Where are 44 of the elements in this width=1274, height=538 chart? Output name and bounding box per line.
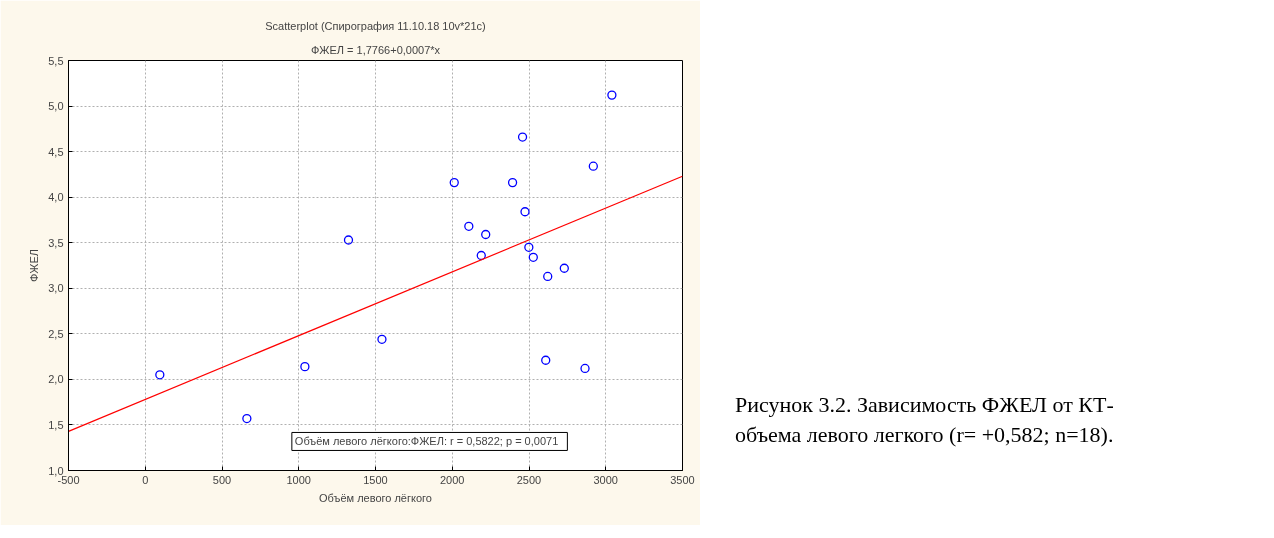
y-tick-label: 3,5 — [48, 236, 64, 249]
y-tick-label: 2,5 — [48, 327, 64, 340]
x-tick-label: 0 — [142, 473, 149, 486]
y-tick-label: 4,5 — [48, 145, 64, 158]
point — [607, 90, 617, 100]
y-axis-title: ФЖЕЛ — [28, 248, 41, 283]
y-tick-label: 4,0 — [48, 191, 64, 204]
x-tick-label: 500 — [212, 473, 232, 486]
point — [242, 413, 252, 424]
chart-subtitle: ФЖЕЛ = 1,7766+0,0007*x — [310, 43, 441, 56]
y-tick-label: 2,0 — [48, 373, 64, 386]
point — [520, 207, 530, 217]
point — [580, 363, 590, 374]
point — [481, 229, 491, 240]
x-tick-label: 3500 — [670, 473, 695, 486]
point — [588, 161, 598, 171]
point — [507, 177, 518, 188]
y-tick-label: 5,0 — [48, 100, 64, 113]
point — [343, 235, 354, 245]
annotation: Объём левого лёгкого:ФЖЕЛ: r = 0,5822; p = 0,0071 — [294, 435, 559, 448]
y-tick-label: 1,0 — [48, 464, 64, 477]
x-axis-title: Объём левого лёгкого — [319, 491, 432, 504]
x-tick-label: 1500 — [363, 473, 388, 486]
y-tick-label: 5,5 — [48, 54, 64, 67]
y-tick-label: 1,5 — [48, 418, 64, 431]
point — [528, 252, 538, 262]
x-tick-label: 1000 — [286, 473, 311, 486]
point — [155, 370, 165, 380]
text: Рисунок 3.2. Зависимость ФЖЕЛ от КТ-объема левого легкого (r= +0,582; n=18). — [735, 391, 1115, 449]
point — [449, 177, 459, 188]
point — [541, 355, 551, 365]
x-tick-label: 2000 — [440, 473, 465, 486]
x-tick-label: 3000 — [593, 473, 618, 486]
point — [300, 361, 310, 372]
x-tick-label: 2500 — [516, 473, 542, 486]
point — [559, 263, 569, 273]
point — [464, 221, 474, 231]
point — [543, 271, 553, 282]
point — [377, 334, 387, 344]
y-tick-label: 3,0 — [48, 282, 64, 295]
point — [476, 250, 486, 261]
point — [524, 242, 534, 252]
point — [517, 132, 528, 142]
chart-title: Scatterplot (Спирография 11.10.18 10v*21c) — [265, 19, 486, 32]
